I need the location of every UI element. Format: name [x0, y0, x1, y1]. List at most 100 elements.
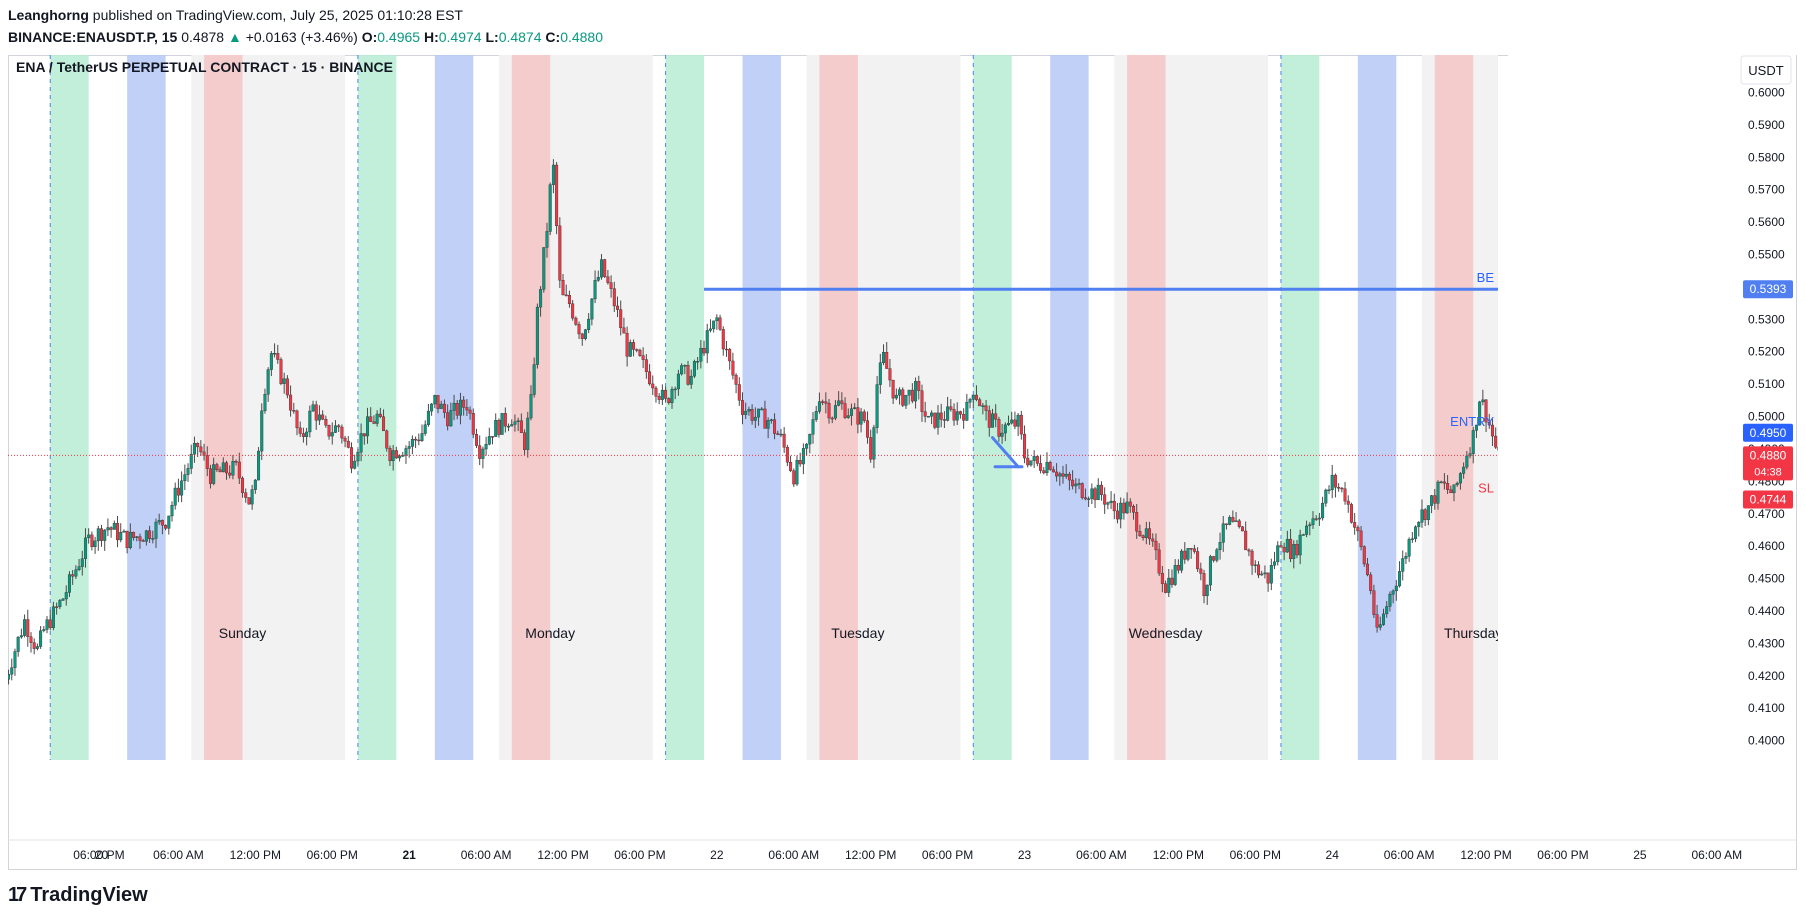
candle-body-up: [80, 558, 84, 567]
candle: [593, 270, 597, 304]
candle: [936, 405, 940, 435]
candle-body-down: [1282, 546, 1286, 553]
candle-body-down: [1019, 414, 1023, 435]
candle: [16, 636, 20, 657]
candle-body-up: [837, 400, 841, 406]
candle-body-up: [1058, 473, 1062, 477]
candle-body-up: [753, 416, 757, 421]
candle: [1007, 415, 1011, 426]
candle: [273, 343, 277, 358]
candle: [237, 452, 241, 484]
candle-body-down: [933, 412, 937, 428]
candle-body-up: [1462, 466, 1466, 474]
candle-body-up: [266, 369, 270, 395]
candle-body-up: [692, 361, 696, 377]
candle: [410, 435, 414, 455]
candle-body-down: [616, 305, 620, 310]
candle: [1237, 518, 1241, 529]
candle: [1221, 515, 1225, 552]
candle-body-down: [917, 381, 921, 391]
candle-body-down: [827, 403, 831, 419]
candle-body-down: [132, 531, 136, 538]
candle: [1295, 539, 1299, 559]
y-tick-label: 0.5300: [1748, 312, 1785, 326]
candle: [1106, 501, 1110, 510]
candle-body-up: [112, 523, 116, 530]
candle-body-down: [1375, 614, 1379, 628]
candle-body-down: [465, 407, 469, 411]
candle: [718, 314, 722, 331]
candle-body-up: [487, 436, 491, 445]
tradingview-logo[interactable]: 17 TradingView: [8, 884, 148, 907]
candle-body-down: [644, 359, 648, 372]
candle: [910, 383, 914, 404]
candle-body-up: [42, 629, 46, 631]
day-label: Tuesday: [831, 625, 884, 641]
candle: [42, 626, 46, 633]
candle: [603, 258, 607, 279]
candle: [433, 394, 437, 409]
candle: [359, 423, 363, 462]
candle-body-down: [1484, 399, 1488, 423]
candle: [558, 217, 562, 288]
candle-body-up: [13, 651, 17, 668]
candlestick-chart[interactable]: BE ENTRY SL Sunday Monday Tuesday Wednesday Thu…: [8, 55, 1797, 870]
candle: [609, 275, 613, 298]
candle-body-down: [340, 426, 344, 439]
price-change: +0.0163 (+3.46%): [245, 29, 358, 45]
candle: [260, 403, 264, 460]
candle-body-down: [1042, 470, 1046, 474]
candle: [773, 413, 777, 440]
candle: [1420, 499, 1424, 528]
candle: [724, 341, 728, 357]
candle: [468, 406, 472, 420]
candle-body-up: [971, 394, 975, 400]
candle: [151, 530, 155, 544]
candle-body-down: [561, 279, 565, 296]
candle: [837, 391, 841, 407]
candle-body-up: [366, 416, 370, 437]
candle: [930, 410, 934, 425]
candle-body-down: [446, 412, 450, 427]
candle-body-down: [503, 413, 507, 427]
candle-body-down: [196, 443, 200, 448]
candle-body-up: [407, 446, 411, 449]
currency-button-bg: [1740, 55, 1792, 85]
candle: [1039, 454, 1043, 474]
candle: [1093, 486, 1097, 509]
author-name[interactable]: Leanghorng: [8, 7, 89, 23]
candle-body-down: [1051, 469, 1055, 473]
candle-body-up: [250, 489, 254, 505]
candle: [949, 399, 953, 412]
candle: [1285, 530, 1289, 553]
candle-body-down: [247, 497, 251, 505]
candle: [1490, 419, 1494, 447]
candle: [1317, 512, 1321, 526]
candle: [648, 364, 652, 386]
candle-body-up: [16, 636, 20, 652]
candle: [1122, 498, 1126, 520]
candle-body-down: [984, 405, 988, 411]
candle: [728, 347, 732, 370]
high-label: H:: [423, 29, 439, 45]
candle: [148, 525, 152, 543]
candle-body-up: [1109, 500, 1113, 503]
x-tick-label: 06:00 AM: [1076, 848, 1127, 862]
candle: [289, 385, 293, 417]
candle: [545, 222, 549, 258]
candle-body-up: [1045, 462, 1049, 474]
candle-body-up: [1404, 556, 1408, 559]
candle: [391, 445, 395, 471]
candle: [439, 400, 443, 409]
candle-body-down: [1369, 574, 1373, 591]
x-tick-label: 12:00 PM: [230, 848, 281, 862]
candle: [513, 414, 517, 432]
candle: [840, 392, 844, 410]
candle-body-up: [1471, 430, 1475, 454]
candle-body-down: [622, 327, 626, 334]
candle: [686, 360, 690, 386]
candle-body-down: [298, 427, 302, 434]
candle-body-down: [792, 470, 796, 485]
candle-body-up: [1077, 483, 1081, 485]
candle-body-up: [1481, 399, 1485, 403]
